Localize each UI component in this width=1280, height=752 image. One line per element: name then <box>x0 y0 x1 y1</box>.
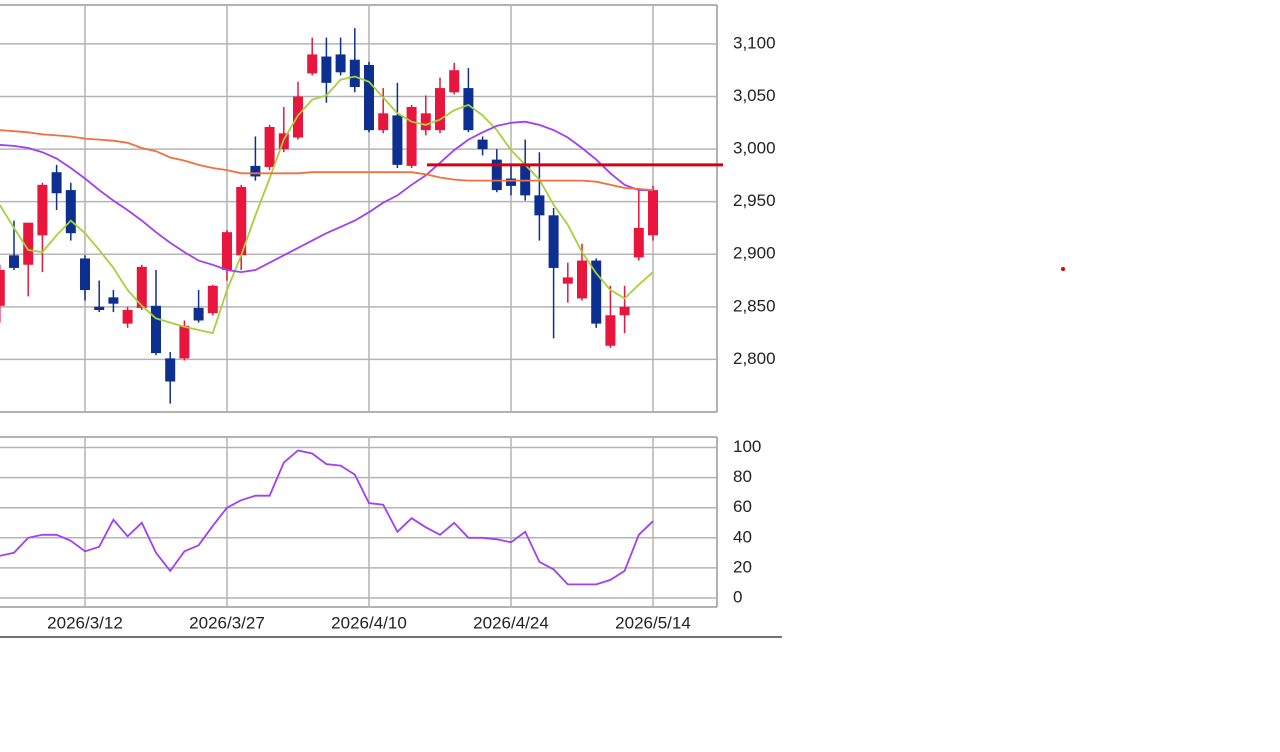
candle-body <box>236 186 247 256</box>
candle-body <box>577 260 587 299</box>
candle-body <box>349 59 360 88</box>
candle-body <box>463 88 474 131</box>
candle-body <box>80 258 90 291</box>
candle-body <box>65 190 76 234</box>
candle-body <box>307 54 318 74</box>
candle-body <box>250 165 261 177</box>
candle-body <box>477 139 488 150</box>
moving-average <box>0 120 653 274</box>
candle-body <box>633 227 644 258</box>
y-tick-label: 20 <box>733 557 752 576</box>
candle-body <box>491 159 502 191</box>
y-tick-label: 2,900 <box>733 244 776 263</box>
moving-average <box>0 75 654 335</box>
moving-average <box>0 129 654 191</box>
y-tick-label: 0 <box>733 587 742 606</box>
x-tick-label: 2026/4/24 <box>473 613 549 632</box>
y-tick-label: 2,800 <box>733 349 776 368</box>
candle-body <box>136 266 147 308</box>
candle-body <box>364 64 374 131</box>
candle-body <box>435 88 445 131</box>
y-tick-label: 40 <box>733 527 752 546</box>
candle-body <box>392 115 403 165</box>
candle-body <box>591 260 602 324</box>
candle-body <box>506 178 516 186</box>
y-tick-label: 100 <box>733 437 761 456</box>
candle-body <box>108 297 119 304</box>
x-tick-label: 2026/5/14 <box>615 613 691 632</box>
y-tick-label: 80 <box>733 467 752 486</box>
candle-body <box>222 232 232 271</box>
candle-body <box>378 113 389 131</box>
y-tick-label: 60 <box>733 497 752 516</box>
candle-body <box>648 190 658 236</box>
candle-body <box>9 255 19 268</box>
candle-body <box>562 277 573 284</box>
candle-body <box>321 56 332 83</box>
candle-body <box>207 285 218 314</box>
candle-body <box>619 306 630 316</box>
y-tick-label: 3,100 <box>733 33 776 52</box>
y-tick-label: 3,050 <box>733 86 776 105</box>
candle-body <box>449 70 460 93</box>
candle-body <box>51 172 62 194</box>
candle-body <box>420 113 431 131</box>
y-tick-label: 2,850 <box>733 296 776 315</box>
candle-body <box>94 306 105 310</box>
x-tick-label: 2026/3/12 <box>47 613 123 632</box>
candle-body <box>548 215 559 268</box>
candle-body <box>122 309 133 324</box>
candle-body <box>264 126 275 167</box>
candle-body <box>151 305 161 354</box>
dot <box>1061 267 1065 271</box>
candle-body <box>0 270 5 306</box>
candle-body <box>406 107 417 166</box>
x-tick-label: 2026/3/27 <box>189 613 265 632</box>
candle-body <box>605 315 616 346</box>
oscillator-line <box>0 449 654 586</box>
candle-body <box>335 54 346 73</box>
candle-body <box>23 222 34 265</box>
x-tick-label: 2026/4/10 <box>331 613 407 632</box>
candle-body <box>179 325 190 359</box>
candle-body <box>534 195 545 216</box>
y-tick-label: 3,000 <box>733 139 776 158</box>
candle-body <box>37 184 48 236</box>
candle-body <box>165 358 176 382</box>
candle-body <box>193 307 204 321</box>
y-tick-label: 2,950 <box>733 191 776 210</box>
